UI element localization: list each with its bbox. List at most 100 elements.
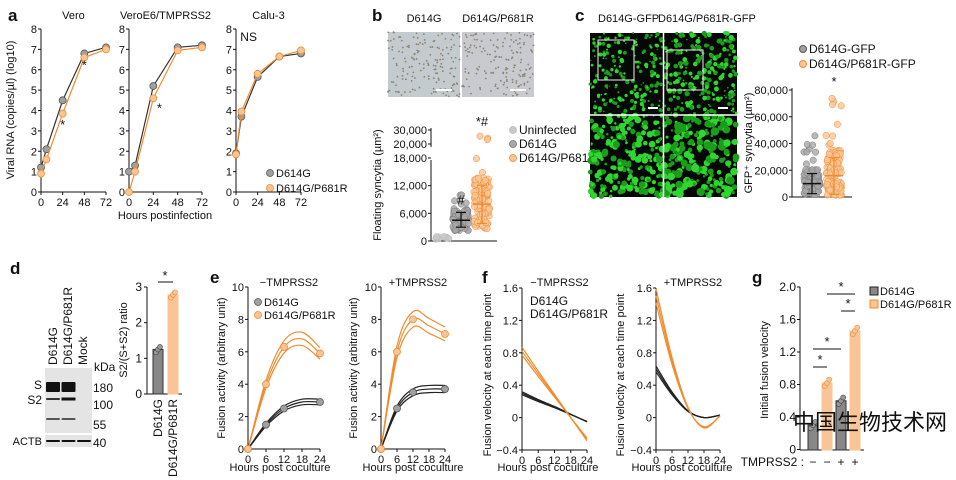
cell-dot (462, 84, 464, 87)
gfp-cell (602, 57, 605, 60)
cell-dot (510, 49, 513, 52)
cell-dot (490, 90, 492, 92)
gfp-cell (609, 189, 613, 193)
gfp-cell (705, 128, 708, 132)
data-point (316, 398, 324, 406)
cell-dot (406, 73, 409, 75)
gfp-cell (707, 77, 712, 83)
chart-title: −TMPRSS2 (530, 277, 588, 289)
y-tick-label: 2 (238, 412, 244, 424)
gfp-cell (642, 99, 646, 104)
mw-marker: 55 (93, 418, 107, 432)
gfp-cell (722, 157, 726, 161)
gfp-cell (612, 184, 618, 191)
y-tick-label: 7 (226, 44, 232, 56)
y-tick-label: 1.6 (503, 283, 518, 295)
annotation: * (157, 100, 162, 115)
cell-dot (400, 94, 403, 96)
gfp-cell (605, 132, 609, 136)
gfp-cell (613, 97, 616, 100)
gfp-cell (709, 45, 715, 51)
legend-marker (799, 45, 807, 53)
tmprss2-sign: + (837, 455, 844, 469)
gfp-cell (720, 98, 722, 101)
gfp-cell (671, 183, 676, 188)
gfp-cell (702, 95, 707, 101)
cell-dot (451, 33, 454, 36)
cell-dot (387, 47, 390, 50)
panel-label: a (8, 6, 18, 25)
annotation: * (817, 352, 822, 367)
gfp-cell (636, 65, 640, 69)
cell-dot (437, 77, 440, 80)
micrograph-image (462, 32, 534, 97)
cell-dot (506, 32, 509, 34)
gfp-cell (598, 177, 602, 181)
gfp-cell (654, 35, 657, 38)
data-point (275, 52, 284, 61)
cell-dot (416, 37, 419, 39)
gfp-cell (665, 142, 671, 149)
gfp-cell (680, 82, 686, 88)
gfp-cell (696, 119, 702, 125)
data-point (825, 150, 833, 158)
cell-dot (456, 32, 458, 35)
data-point (458, 191, 466, 199)
gfp-cell (674, 43, 679, 48)
cell-dot (525, 68, 528, 71)
gfp-cell (733, 64, 736, 68)
data-point (232, 150, 240, 159)
band (46, 398, 60, 400)
gfp-cell (719, 52, 722, 56)
cell-dot (432, 64, 435, 67)
gfp-cell (657, 173, 662, 178)
gfp-cell (594, 100, 597, 103)
gfp-cell (631, 112, 639, 120)
gfp-cell (592, 37, 596, 41)
cell-dot (523, 41, 526, 44)
cell-dot (511, 94, 514, 97)
gfp-cell (612, 141, 620, 149)
gfp-cell (723, 62, 729, 67)
gfp-cell (689, 100, 694, 105)
gfp-cell (699, 142, 703, 146)
gfp-cell (628, 121, 634, 127)
gfp-cell (667, 88, 673, 94)
gfp-cell (732, 121, 739, 128)
data-point (476, 132, 484, 140)
gfp-cell (731, 102, 735, 106)
gfp-cell (617, 134, 622, 140)
cell-dot (505, 58, 508, 61)
gfp-cell (625, 42, 627, 45)
gfp-cell (720, 41, 725, 46)
gfp-cell (726, 48, 730, 52)
cell-dot (453, 44, 456, 46)
x-tick-label: 0 (126, 197, 132, 209)
data-point (441, 385, 449, 393)
y-tick-label: 0.4 (637, 380, 652, 392)
gfp-cell (675, 52, 678, 55)
annotation: # (457, 192, 465, 207)
cell-dot (465, 78, 468, 81)
gfp-cell (731, 190, 735, 195)
gfp-cell (603, 102, 607, 107)
gfp-cell (608, 100, 612, 103)
data-point (854, 324, 861, 331)
cell-dot (442, 58, 444, 61)
mw-marker: 180 (93, 381, 113, 395)
cell-dot (421, 43, 424, 46)
cell-dot (511, 56, 514, 59)
gfp-cell (602, 32, 606, 35)
gfp-cell (677, 155, 683, 161)
legend-marker (266, 184, 274, 192)
gfp-cell (688, 158, 694, 164)
y-tick-label: 0.4 (503, 380, 518, 392)
gfp-cell (630, 98, 634, 103)
cell-dot (441, 66, 444, 69)
gfp-cell (587, 169, 593, 175)
mw-marker: 100 (93, 398, 113, 412)
gfp-cell (654, 89, 658, 94)
cell-dot (470, 92, 472, 95)
gfp-cell (631, 176, 639, 184)
gfp-cell (621, 75, 626, 80)
